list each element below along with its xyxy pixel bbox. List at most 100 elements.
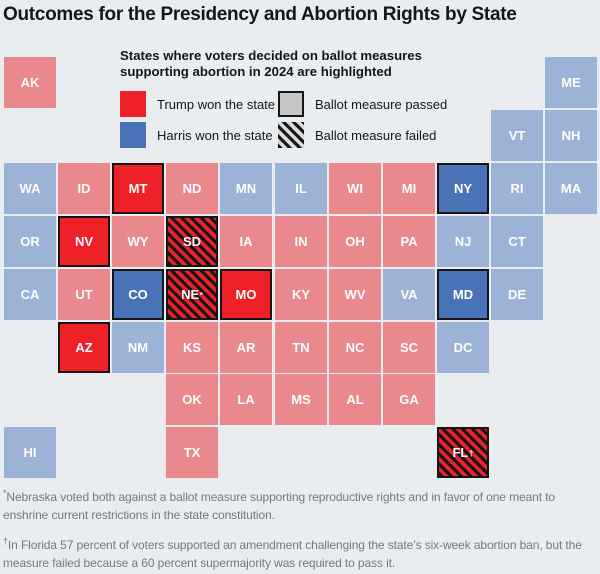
legend-item-measure-passed: Ballot measure passed [278, 91, 447, 117]
state-label: NC [345, 340, 365, 355]
state-tile-wy: WY [112, 216, 164, 267]
state-tile-ca: CA [4, 269, 56, 320]
state-tile-ia: IA [220, 216, 272, 267]
state-tile-il: IL [275, 163, 327, 214]
state-tile-ct: CT [491, 216, 543, 267]
legend-item-trump: Trump won the state [120, 91, 278, 117]
state-tile-mn: MN [220, 163, 272, 214]
state-tile-ga: GA [383, 374, 435, 425]
state-label: RI [510, 181, 524, 196]
state-label: ID [77, 181, 91, 196]
state-label: MA [560, 181, 582, 196]
state-label: AZ [75, 340, 93, 355]
state-label: MT [128, 181, 148, 196]
state-tile-ks: KS [166, 322, 218, 373]
state-label: AK [20, 75, 40, 90]
legend: Trump won the state Ballot measure passe… [120, 91, 447, 148]
state-label: WV [344, 287, 366, 302]
state-tile-ri: RI [491, 163, 543, 214]
dagger-marker: † [3, 536, 8, 546]
state-label: OK [182, 392, 202, 407]
state-tile-or: OR [4, 216, 56, 267]
legend-item-harris: Harris won the state [120, 122, 278, 148]
state-label: ND [182, 181, 202, 196]
state-label: TN [292, 340, 310, 355]
state-tile-ms: MS [275, 374, 327, 425]
state-tile-dc: DC [437, 322, 489, 373]
state-label: ME [561, 75, 581, 90]
state-label: HI [23, 445, 37, 460]
state-label: CO [128, 287, 148, 302]
state-tile-wa: WA [4, 163, 56, 214]
state-label: IN [294, 234, 308, 249]
state-label: CT [508, 234, 526, 249]
state-tile-ky: KY [275, 269, 327, 320]
state-tile-ar: AR [220, 322, 272, 373]
state-label: IL [295, 181, 307, 196]
state-label: NV [74, 234, 94, 249]
state-label: WA [19, 181, 41, 196]
state-tile-sd: SD [166, 216, 218, 267]
state-tile-hi: HI [4, 427, 56, 478]
state-label: MO [235, 287, 257, 302]
state-tile-ne: NE * [166, 269, 218, 320]
footnote-nebraska: *Nebraska voted both against a ballot me… [3, 485, 596, 524]
state-tile-de: DE [491, 269, 543, 320]
state-label: WY [127, 234, 149, 249]
state-tile-ok: OK [166, 374, 218, 425]
state-label: NM [127, 340, 149, 355]
footnote-text: In Florida 57 percent of voters supporte… [3, 538, 582, 570]
state-label: WI [347, 181, 363, 196]
trump-red-swatch-icon [120, 91, 146, 117]
state-tile-mt: MT [112, 163, 164, 214]
state-tile-tn: TN [275, 322, 327, 373]
state-tile-nh: NH [545, 110, 597, 161]
state-tile-mi: MI [383, 163, 435, 214]
legend-item-label: Ballot measure passed [315, 96, 448, 112]
ballot-failed-hatch-swatch-icon [278, 122, 304, 148]
state-label: AR [236, 340, 256, 355]
asterisk-marker: * [3, 488, 7, 498]
state-label: VT [508, 128, 526, 143]
legend-item-label: Ballot measure failed [315, 127, 437, 143]
state-tile-nm: NM [112, 322, 164, 373]
state-tile-ut: UT [58, 269, 110, 320]
state-label: NY [453, 181, 473, 196]
state-tile-nc: NC [329, 322, 381, 373]
state-label: SD [182, 234, 202, 249]
state-tile-az: AZ [58, 322, 110, 373]
state-tile-wi: WI [329, 163, 381, 214]
state-tile-va: VA [383, 269, 435, 320]
ballot-passed-swatch-icon [278, 91, 304, 117]
state-label: GA [399, 392, 419, 407]
footnote-text: Nebraska voted both against a ballot mea… [3, 490, 556, 522]
state-tile-ak: AK [4, 57, 56, 108]
legend-item-label: Harris won the state [157, 127, 273, 143]
state-tile-me: ME [545, 57, 597, 108]
state-label: LA [237, 392, 255, 407]
state-label: FL [452, 445, 469, 460]
state-tile-wv: WV [329, 269, 381, 320]
state-label: UT [75, 287, 93, 302]
state-label: MN [235, 181, 257, 196]
state-tile-nj: NJ [437, 216, 489, 267]
state-label: OR [20, 234, 40, 249]
state-tile-tx: TX [166, 427, 218, 478]
legend-item-measure-failed: Ballot measure failed [278, 122, 447, 148]
state-tile-co: CO [112, 269, 164, 320]
state-label: OH [345, 234, 365, 249]
state-label: IA [239, 234, 253, 249]
state-label: MS [291, 392, 311, 407]
footnotes: *Nebraska voted both against a ballot me… [3, 485, 596, 574]
state-tile-oh: OH [329, 216, 381, 267]
footnote-florida: †In Florida 57 percent of voters support… [3, 533, 596, 572]
state-label: DE [507, 287, 527, 302]
state-tile-al: AL [329, 374, 381, 425]
state-tile-in: IN [275, 216, 327, 267]
state-label: NH [561, 128, 581, 143]
state-label: PA [400, 234, 418, 249]
state-tile-nd: ND [166, 163, 218, 214]
state-tile-sc: SC [383, 322, 435, 373]
state-tile-fl: FL † [437, 427, 489, 478]
